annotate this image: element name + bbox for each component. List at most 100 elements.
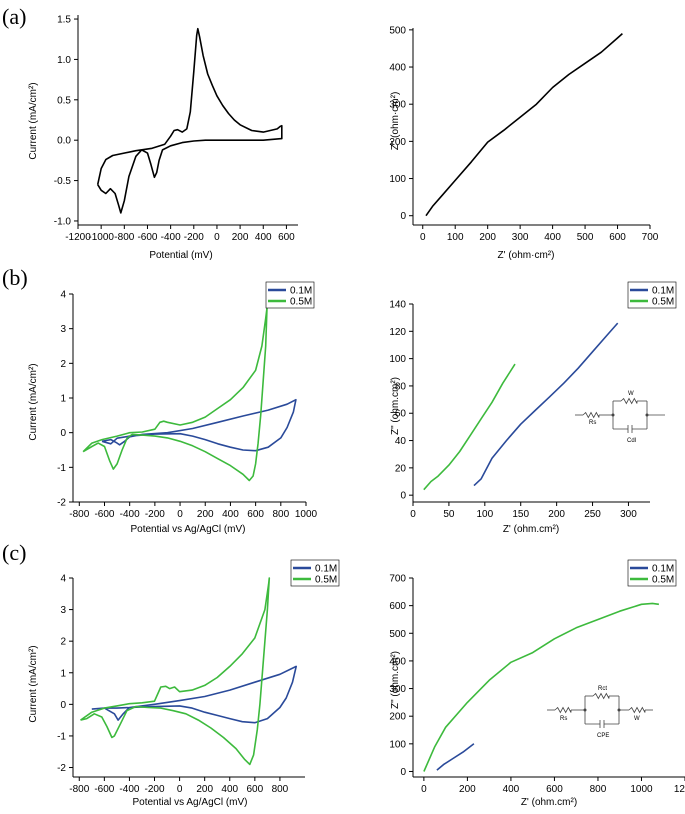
legend-box	[627, 559, 677, 587]
y-tick-label: 1.0	[57, 55, 71, 66]
x-tick-label: 0	[421, 784, 427, 795]
y-tick-label: 300	[389, 684, 406, 695]
y-tick-label: 500	[389, 629, 406, 640]
x-tick-label: -400	[119, 784, 139, 795]
equivalent-circuit-icon: Rs Rct CPE W	[547, 686, 653, 739]
y-axis-title: Current (mA/cm²)	[28, 645, 39, 722]
y-axis-title: Z" (ohm.cm²)	[390, 651, 401, 709]
x-tick-label: 1200	[674, 784, 685, 795]
y-tick-label: 0	[400, 491, 406, 502]
x-tick-label: 0	[177, 509, 183, 520]
x-tick-label: 600	[247, 509, 264, 520]
series-line-0.5m	[423, 363, 516, 491]
x-tick-label: -600	[137, 232, 157, 243]
x-tick-label: -1200	[65, 232, 91, 243]
y-tick-label: -1	[57, 731, 66, 742]
y-axis-title: Z" (ohm·cm²)	[390, 92, 401, 151]
x-tick-label: 200	[232, 232, 249, 243]
y-tick-label: 400	[389, 656, 406, 667]
series-line-0	[425, 33, 623, 217]
x-axis-title: Potential vs Ag/AgCl (mV)	[130, 524, 245, 535]
y-tick-label: 120	[389, 327, 406, 338]
y-tick-label: 3	[60, 324, 66, 335]
x-tick-label: -200	[145, 784, 165, 795]
y-tick-label: 200	[389, 712, 406, 723]
equivalent-circuit-icon: Rs W Cdl	[575, 391, 665, 444]
legend-label: 0.1M	[652, 286, 674, 297]
y-tick-label: 200	[389, 137, 406, 148]
x-tick-label: 0	[177, 784, 183, 795]
x-tick-label: 150	[512, 509, 529, 520]
x-tick-label: 200	[197, 509, 214, 520]
legend-box	[627, 281, 677, 309]
y-tick-label: 100	[389, 174, 406, 185]
y-tick-label: 4	[60, 574, 66, 585]
circuit-node	[617, 708, 621, 712]
x-tick-label: 200	[548, 509, 565, 520]
legend-label: 0.5M	[652, 575, 674, 586]
series-line-0.5m	[80, 577, 271, 766]
x-tick-label: 200	[196, 784, 213, 795]
series-line-0	[96, 27, 283, 214]
y-tick-label: 3	[60, 605, 66, 616]
y-tick-label: 700	[389, 574, 406, 585]
y-tick-label: 0	[60, 700, 66, 711]
x-tick-label: 400	[544, 232, 561, 243]
y-tick-label: 1	[60, 394, 66, 405]
x-tick-label: 1000	[630, 784, 653, 795]
circuit-node	[611, 413, 615, 417]
y-tick-label: 1	[60, 668, 66, 679]
panel-label-a: (a)	[2, 4, 26, 29]
y-tick-label: 40	[395, 436, 407, 447]
panel-label-b: (b)	[2, 265, 28, 290]
y-tick-label: 100	[389, 739, 406, 750]
x-tick-label: 800	[272, 784, 289, 795]
y-tick-label: 1.5	[57, 15, 71, 26]
legend-label: 0.5M	[290, 297, 312, 308]
y-tick-label: 20	[395, 463, 407, 474]
y-axis-title: Z" (ohm.cm²)	[390, 377, 401, 435]
y-tick-label: 0	[400, 767, 406, 778]
y-tick-label: -2	[57, 763, 66, 774]
y-tick-label: -2	[57, 498, 66, 509]
x-tick-label: 500	[577, 232, 594, 243]
x-tick-label: 400	[503, 784, 520, 795]
y-tick-label: 0	[400, 211, 406, 222]
legend-box	[265, 281, 315, 309]
x-tick-label: -800	[114, 232, 134, 243]
x-tick-label: 400	[221, 784, 238, 795]
circuit-label: Cdl	[627, 438, 636, 444]
x-tick-label: 100	[476, 509, 493, 520]
series-line-0.1m	[91, 665, 297, 724]
y-tick-label: 2	[60, 637, 66, 648]
x-tick-label: -1000	[88, 232, 114, 243]
y-tick-label: 300	[389, 100, 406, 111]
x-tick-label: 600	[609, 232, 626, 243]
chart-a-cv: Potential (mV) Current (mA/cm²) -1200-10…	[28, 15, 298, 261]
x-tick-label: 100	[447, 232, 464, 243]
legend-label: 0.5M	[652, 297, 674, 308]
x-tick-label: -600	[94, 509, 114, 520]
x-tick-label: 400	[255, 232, 272, 243]
x-tick-label: 800	[272, 509, 289, 520]
y-tick-label: 600	[389, 601, 406, 612]
y-tick-label: 400	[389, 63, 406, 74]
circuit-label: Rs	[589, 420, 596, 426]
chart-a-eis: Z' (ohm·cm²) Z" (ohm·cm²) 0 100 200 300 400 5…	[389, 25, 658, 261]
y-tick-label: 0	[60, 428, 66, 439]
x-tick-label: -200	[145, 509, 165, 520]
x-tick-label: 600	[546, 784, 563, 795]
legend-label: 0.5M	[315, 575, 337, 586]
x-tick-label: 700	[642, 232, 659, 243]
series-line-0.5m	[423, 602, 660, 772]
panel-label-c: (c)	[2, 540, 26, 565]
x-tick-label: 600	[278, 232, 295, 243]
chart-c-eis: Z' (ohm.cm²) Z" (ohm.cm²) 0 200 400 600 800 1…	[389, 559, 685, 808]
x-tick-label: 0	[410, 509, 416, 520]
x-axis-title: Potential vs Ag/AgCl (mV)	[132, 797, 247, 808]
x-tick-label: 200	[459, 784, 476, 795]
circuit-label: W	[634, 716, 640, 722]
chart-c-cv: Potential vs Ag/AgCl (mV) Current (mA/cm…	[28, 559, 340, 808]
x-tick-label: -800	[69, 509, 89, 520]
x-tick-label: 50	[443, 509, 455, 520]
